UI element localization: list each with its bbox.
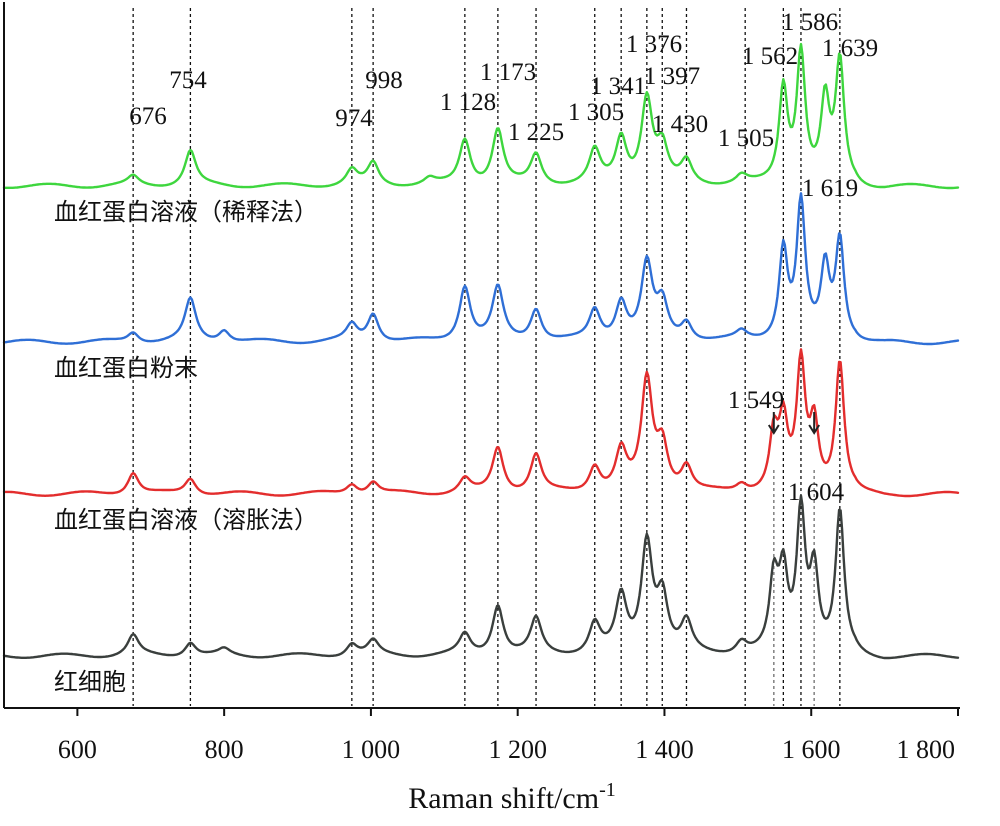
- peak-label: 1 505: [718, 125, 774, 152]
- series-name: 血红蛋白溶液（稀释法）: [54, 198, 318, 226]
- peak-label: 754: [169, 67, 207, 94]
- x-tick-label: 1 200: [488, 735, 547, 764]
- spectrum-line: [2, 494, 960, 660]
- peak-arrow: [767, 412, 780, 435]
- peak-label: 1 173: [480, 59, 536, 86]
- peak-label: 1 562: [742, 43, 798, 70]
- peak-label: 1 619: [802, 175, 858, 202]
- x-tick-label: 1 800: [897, 735, 956, 764]
- peak-label: 998: [365, 67, 403, 94]
- peak-label: 974: [335, 105, 373, 132]
- x-tick-label: 1 400: [635, 735, 694, 764]
- x-axis-title: Raman shift/cm-1: [408, 779, 615, 815]
- series-name: 血红蛋白粉末: [54, 354, 198, 382]
- peak-label: 1 397: [644, 63, 700, 90]
- series-name: 血红蛋白溶液（溶胀法）: [54, 506, 318, 534]
- peak-label: 1 430: [652, 111, 708, 138]
- peak-label: 676: [129, 103, 167, 130]
- x-ticks: 600 800 1 000 1 200 1 400 1 600 1 800: [58, 708, 959, 764]
- series-name: 红细胞: [54, 668, 126, 696]
- spectra: [2, 42, 960, 660]
- x-tick-label: 1 600: [782, 735, 841, 764]
- axes: [3, 2, 960, 709]
- spectrum-line: [2, 348, 960, 498]
- peak-label: 1 604: [788, 479, 845, 506]
- x-tick-label: 1 000: [342, 735, 401, 764]
- peak-label: 1 305: [568, 99, 624, 126]
- peak-label: 1 128: [440, 89, 496, 116]
- peak-label: 1 639: [822, 35, 878, 62]
- peak-label: 1 549: [728, 387, 784, 414]
- x-tick-label: 600: [58, 735, 97, 764]
- peak-arrow: [808, 412, 821, 435]
- x-tick-label: 800: [205, 735, 244, 764]
- peak-label: 1 376: [626, 31, 682, 58]
- spectrum-line: [2, 42, 960, 190]
- peak-label: 1 341: [590, 73, 646, 100]
- peak-label: 1 586: [782, 9, 838, 36]
- peak-label: 1 225: [508, 119, 564, 146]
- spectrum-line: [2, 192, 960, 346]
